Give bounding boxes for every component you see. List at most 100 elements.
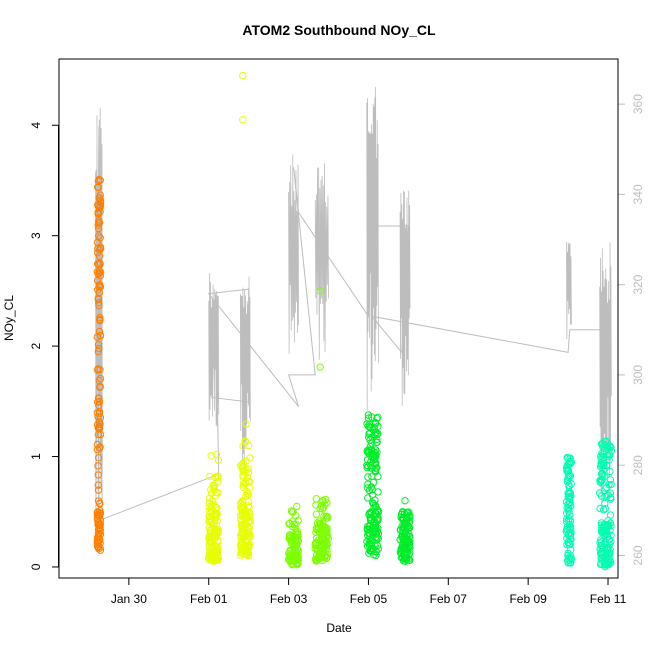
data-point xyxy=(292,552,300,560)
y-tick-label-right: 300 xyxy=(631,365,645,385)
data-point xyxy=(96,260,104,268)
x-tick-label: Feb 03 xyxy=(270,592,308,606)
data-point xyxy=(243,487,251,496)
data-point xyxy=(96,500,104,508)
data-point xyxy=(373,448,381,456)
data-point xyxy=(566,472,574,481)
data-point xyxy=(564,475,572,483)
data-point xyxy=(208,506,217,515)
data-point xyxy=(566,531,575,540)
data-point xyxy=(94,462,102,470)
data-point xyxy=(597,452,605,460)
data-point xyxy=(366,429,374,437)
data-point xyxy=(597,470,606,478)
data-point xyxy=(294,552,302,560)
data-point xyxy=(371,431,379,439)
data-point xyxy=(288,535,297,543)
y-tick-label-left: 4 xyxy=(29,122,43,129)
data-point xyxy=(322,514,330,522)
data-point xyxy=(94,209,102,217)
right-axis-series-burst xyxy=(239,276,251,465)
data-point xyxy=(95,299,103,307)
data-point xyxy=(322,495,330,504)
data-point xyxy=(597,461,605,470)
data-point xyxy=(365,420,374,428)
data-point xyxy=(205,494,214,502)
data-point xyxy=(294,516,302,525)
data-point xyxy=(289,508,297,516)
data-point xyxy=(396,548,404,557)
data-point xyxy=(565,471,573,479)
data-point xyxy=(398,515,407,523)
data-point xyxy=(214,477,222,486)
data-point xyxy=(601,505,610,513)
data-point xyxy=(312,510,321,518)
data-point xyxy=(212,473,220,481)
data-point xyxy=(315,517,324,525)
data-point xyxy=(364,449,372,457)
data-point xyxy=(212,543,221,551)
right-axis-series-burst xyxy=(566,241,572,340)
data-point xyxy=(239,501,248,509)
data-point xyxy=(96,536,104,544)
data-point xyxy=(563,453,571,462)
data-point xyxy=(606,511,615,519)
y-axis-label: NOy_CL xyxy=(2,295,16,341)
data-point xyxy=(94,221,102,230)
data-point xyxy=(603,533,612,541)
data-point xyxy=(565,515,573,523)
data-point xyxy=(365,486,374,495)
data-point xyxy=(597,459,605,467)
data-point-outlier xyxy=(239,116,247,124)
data-point xyxy=(95,288,104,297)
data-point xyxy=(364,473,372,481)
x-axis: Jan 30 Feb 01 Feb 03 Feb 05 Feb 07 Feb 09 Feb … xyxy=(111,578,627,606)
data-point-outlier xyxy=(316,363,324,371)
data-point xyxy=(323,525,331,534)
data-point xyxy=(213,516,221,525)
data-point xyxy=(370,527,378,535)
data-point xyxy=(94,394,103,402)
data-point xyxy=(314,554,322,562)
data-point xyxy=(96,234,104,242)
data-point xyxy=(95,409,104,417)
data-point xyxy=(94,486,103,494)
right-axis-series xyxy=(95,86,612,547)
data-point xyxy=(95,508,103,517)
data-point xyxy=(562,515,571,523)
data-point xyxy=(211,524,219,533)
data-point xyxy=(94,200,102,209)
data-point xyxy=(96,509,105,517)
data-point xyxy=(285,520,293,528)
x-tick-label: Feb 07 xyxy=(430,592,468,606)
data-point xyxy=(604,452,612,460)
data-point xyxy=(241,438,250,446)
data-point xyxy=(565,540,573,549)
data-point xyxy=(403,538,411,547)
y-tick-label-left: 2 xyxy=(29,342,43,349)
data-point xyxy=(205,516,214,524)
data-point-outlier xyxy=(239,71,247,80)
y-tick-label-right: 320 xyxy=(631,274,645,294)
data-point xyxy=(399,524,407,532)
x-tick-label: Feb 05 xyxy=(350,592,388,606)
data-point xyxy=(95,376,103,385)
y-tick-label-left: 3 xyxy=(29,232,43,239)
data-point xyxy=(239,467,248,476)
data-point xyxy=(565,553,573,561)
data-point xyxy=(367,464,376,472)
data-point xyxy=(293,560,301,569)
data-point xyxy=(564,489,572,497)
data-point xyxy=(312,525,321,534)
data-point xyxy=(96,315,104,324)
data-point xyxy=(243,546,252,554)
data-point xyxy=(319,503,328,512)
x-tick-label: Jan 30 xyxy=(111,592,147,606)
data-point xyxy=(243,473,252,482)
data-point xyxy=(604,549,612,557)
data-point xyxy=(94,430,103,439)
data-point xyxy=(210,485,218,493)
data-point xyxy=(205,539,214,547)
data-point xyxy=(321,553,329,561)
